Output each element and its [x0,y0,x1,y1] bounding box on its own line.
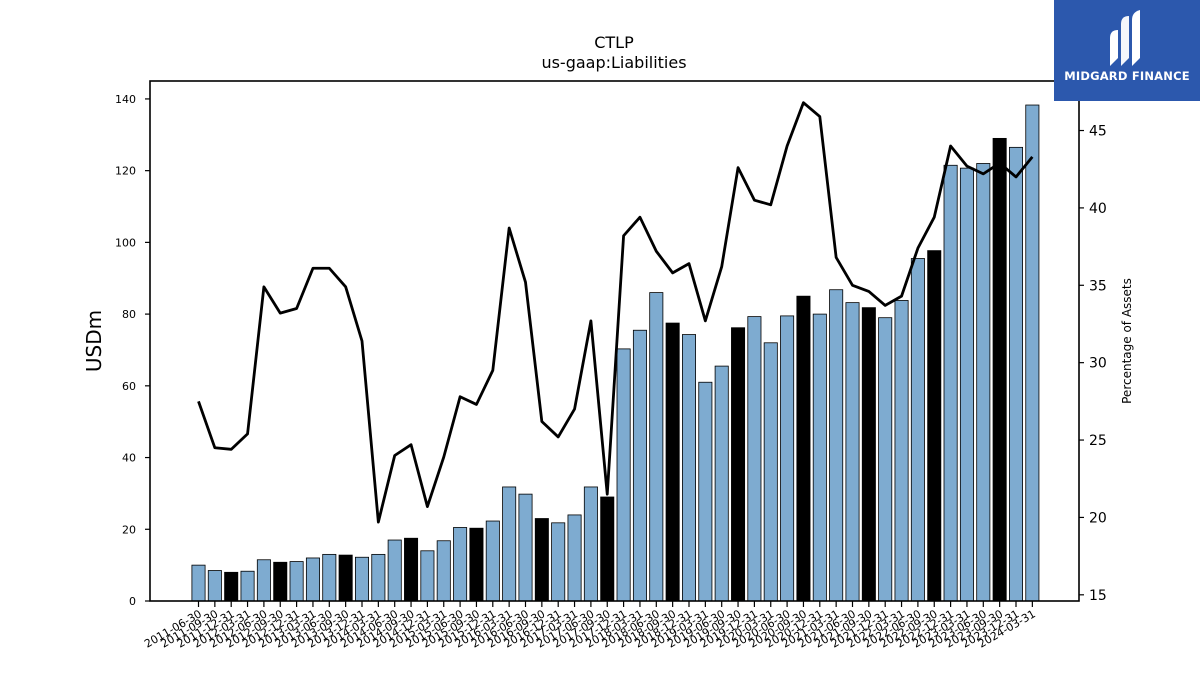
y-tick-label: 120 [115,165,136,178]
y-tick-label: 80 [122,308,136,321]
bar [747,316,762,602]
bar [976,163,991,602]
bar [436,540,451,602]
bar [322,553,337,602]
logo-mark-icon [1110,10,1140,66]
bar [224,571,239,602]
bar [829,289,844,602]
bar [305,557,320,602]
plot-frame [149,80,1080,602]
bar [910,258,925,602]
bar [453,527,468,602]
bar [812,313,827,602]
bar [469,527,484,602]
bar [354,556,369,602]
right-axis-ticks: 15 20 25 30 35 40 45 [1079,124,1107,604]
bar [567,514,582,602]
bar [289,561,304,602]
y-tick-label: 40 [122,452,136,465]
bar [731,327,746,602]
bar [1009,146,1024,602]
bar [992,137,1007,602]
bar [1025,104,1040,602]
bar [763,342,778,602]
y2-tick-label: 15 [1089,588,1107,604]
bar [420,550,435,602]
bar [256,559,271,602]
bar [502,486,517,602]
x-axis-ticks: 2011-06-302011-09-302011-12-312012-03-31… [142,601,1038,651]
y2-tick-label: 25 [1089,433,1107,449]
y-axis-label: USDm [82,310,106,372]
bar [845,302,860,602]
y-tick-label: 100 [115,236,136,249]
chart-title: CTLP [594,33,634,52]
left-axis-ticks: 0 20 40 60 80 100 120 140 [115,93,150,608]
bar [485,520,500,602]
bar [878,317,893,602]
bar [894,300,909,602]
y2-tick-label: 40 [1089,201,1107,217]
y2-axis-label: Percentage of Assets [1120,278,1134,404]
bar [387,539,402,602]
bar [780,315,795,602]
y-tick-label: 20 [122,523,136,536]
bar [338,554,353,602]
bar [649,292,664,602]
bar [191,564,206,602]
bar [207,570,222,602]
bar [698,381,713,602]
bar [551,522,566,602]
y-tick-label: 140 [115,93,136,106]
bar [273,561,288,602]
bar [682,334,697,602]
bar [714,365,729,602]
percentage-line [197,101,1034,524]
y2-tick-label: 20 [1089,510,1107,526]
bar [632,329,647,602]
y2-tick-label: 45 [1089,124,1107,140]
bar [861,307,876,602]
y-tick-label: 0 [129,595,136,608]
bar [959,167,974,602]
logo-text: MIDGARD FINANCE [1064,69,1190,83]
bar [796,295,811,602]
bar [616,348,631,602]
bar [600,496,615,602]
brand-logo: MIDGARD FINANCE [1054,0,1200,101]
bar [943,164,958,602]
chart-subtitle: us-gaap:Liabilities [541,53,686,72]
bar [404,537,419,602]
y2-tick-label: 30 [1089,356,1107,372]
bar [927,250,942,602]
y2-tick-label: 35 [1089,278,1107,294]
bar [371,553,386,602]
bar [518,493,533,602]
bar [240,570,255,602]
bar [583,486,598,602]
bar [665,322,680,602]
y-tick-label: 60 [122,380,136,393]
bar [534,518,549,602]
